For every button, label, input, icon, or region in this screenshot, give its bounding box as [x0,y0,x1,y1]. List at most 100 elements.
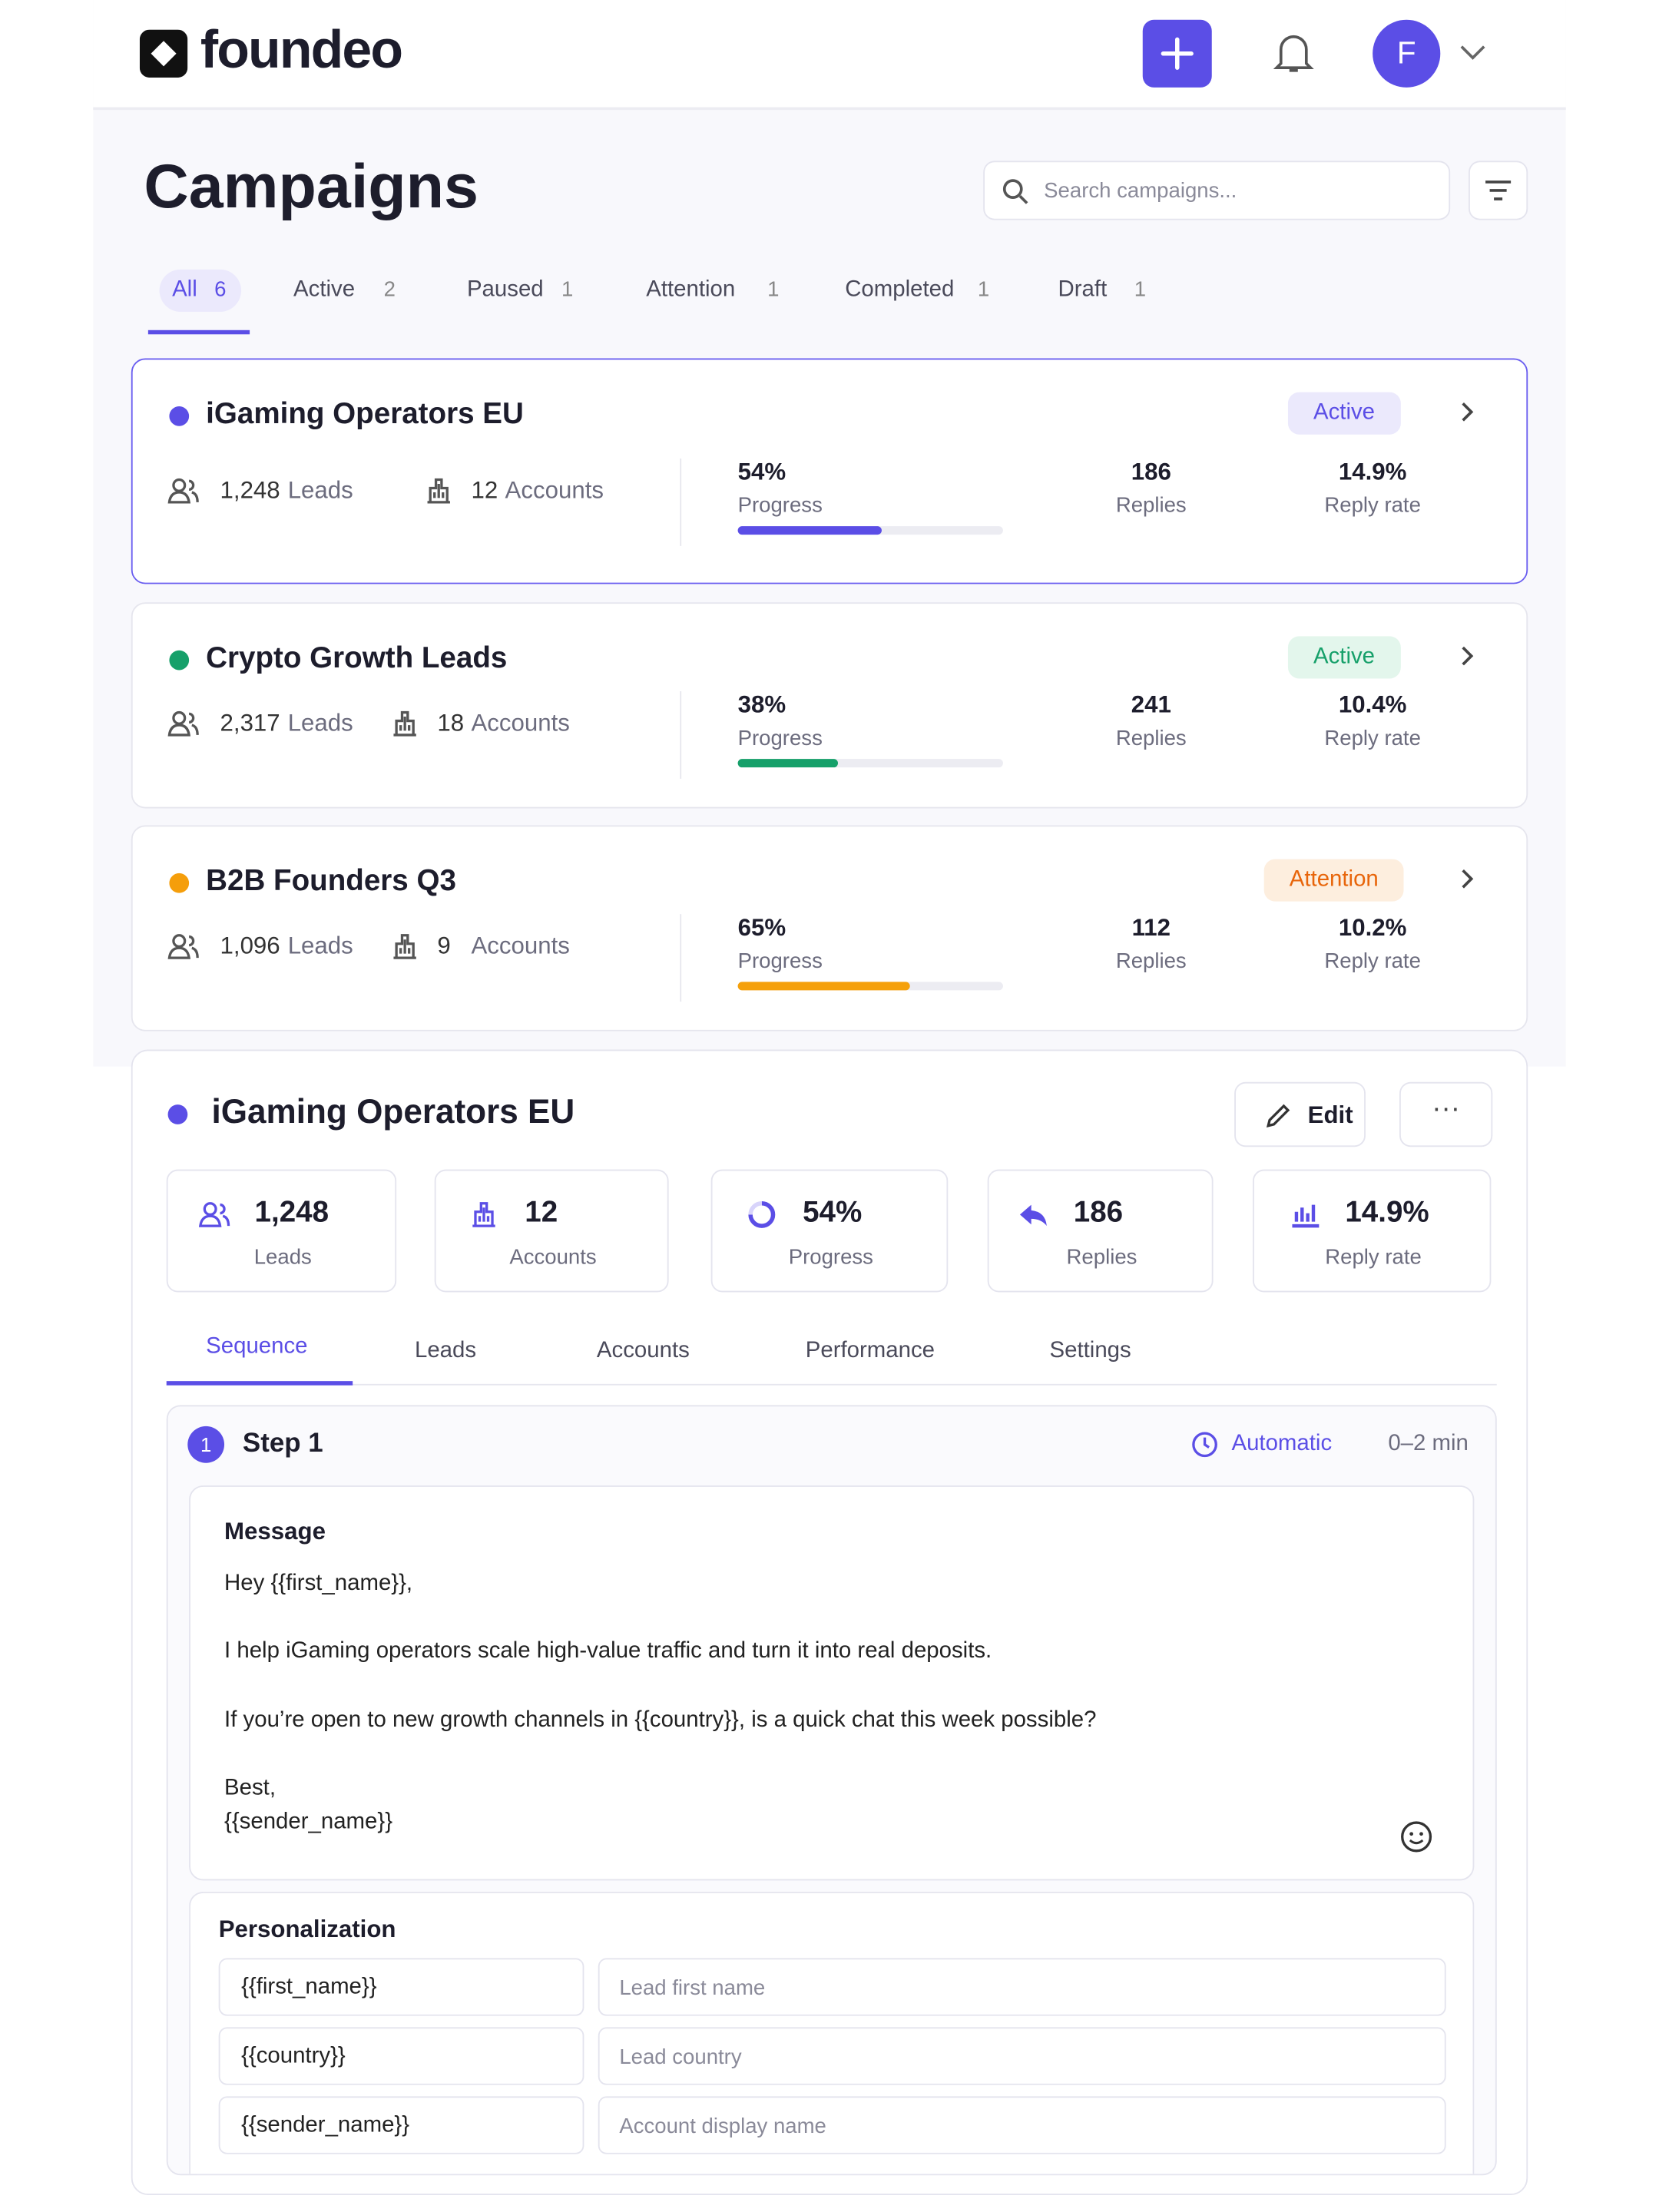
status-dot [169,873,190,893]
tab-label[interactable]: Completed [845,277,955,303]
chevron [1459,644,1479,677]
stat-value: 12 [525,1196,558,1229]
tab-label[interactable]: Paused [466,277,544,303]
status-dot [169,406,190,426]
progress-track [737,526,1003,535]
detail-tab[interactable]: Performance [805,1339,935,1363]
value-field[interactable]: Lead first name [598,1958,1446,2016]
stat-value: 54% [803,1196,863,1229]
bell-icon[interactable] [1273,28,1315,76]
leads-count: 1,096 [220,932,280,959]
progress-label: Progress [737,726,823,751]
divider [680,458,682,546]
edit-button[interactable]: Edit [1234,1081,1366,1147]
campaign-name: iGaming Operators EU [206,397,524,431]
detail-title: iGaming Operators EU [211,1093,575,1132]
divider [680,914,682,1002]
campaign-card[interactable]: iGaming Operators EU Active 1,248 Leads 12 Ac… [131,358,1528,584]
tab-count: 6 [214,277,227,303]
personalization-box: Personalization {{first_name}} Lead first… [189,1892,1475,2174]
leads-icon [167,475,199,514]
detail-tab[interactable]: Leads [414,1339,477,1363]
message-line: Best, [224,1776,276,1800]
filter-button[interactable] [1469,161,1528,220]
stat-card: 186 Replies [987,1169,1214,1293]
message-box: Message Hey {{first_name}}, I help iGamin… [189,1485,1475,1881]
page-title: Campaigns [144,152,478,222]
status-badge: Attention [1263,859,1404,902]
tab-label[interactable]: Active [293,277,356,303]
accounts-icon [423,475,454,514]
leads-label: Leads [287,932,353,959]
value-field[interactable]: Lead country [598,2027,1446,2085]
detail-tab-underline [166,1381,353,1386]
search-box[interactable]: Search campaigns... [983,161,1451,220]
stat-card: 12 Accounts [434,1169,669,1293]
variable-name: {{first_name}} [241,1975,377,1999]
stat-icon [469,1199,501,1237]
chevron [1459,401,1479,433]
replies-value: 112 [1131,914,1171,942]
replies-value: 186 [1131,458,1171,485]
tab-underline [147,329,250,335]
accounts-label: Accounts [471,932,570,959]
reply-rate-value: 14.9% [1338,458,1407,485]
accounts-count: 12 [471,476,498,504]
stat-label: Replies [1066,1245,1137,1270]
progress-value: 38% [737,690,786,718]
filter-icon [1485,180,1512,200]
reply-rate-label: Reply rate [1324,726,1421,751]
stat-icon [1017,1199,1049,1237]
campaign-card[interactable]: B2B Founders Q3 Attention 1,096 Leads 9 Accou… [131,825,1528,1031]
avatar-chevron[interactable] [1459,42,1487,62]
step-panel: 1 Step 1 Automatic 0–2 min Message Hey {… [166,1405,1497,2176]
stat-icon [1289,1199,1321,1237]
message-line: If you’re open to new growth channels in… [224,1708,1097,1733]
detail-tab[interactable]: Accounts [596,1339,690,1363]
logo-text[interactable]: foundeo [200,21,403,81]
status-badge: Active [1287,636,1401,679]
status-badge: Active [1287,392,1401,435]
progress-label: Progress [737,493,823,518]
avatar[interactable]: F [1373,19,1441,88]
personalization-title: Personalization [218,1916,396,1943]
edit-icon [1266,1104,1290,1128]
variable-name: {{country}} [241,2044,346,2068]
progress-bar [737,982,911,991]
leads-icon [167,931,199,969]
value-placeholder: Account display name [619,2114,826,2139]
campaign-name: Crypto Growth Leads [206,641,508,674]
detail-tab[interactable]: Settings [1049,1339,1131,1363]
accounts-count: 18 [437,709,465,737]
status-dot [167,1104,188,1124]
logo-icon [139,29,188,78]
progress-bar [737,526,882,535]
emoji-button[interactable] [1399,1820,1433,1853]
search-placeholder: Search campaigns... [1044,179,1237,204]
tab-label[interactable]: All [172,277,197,303]
stat-value: 186 [1073,1196,1124,1229]
value-field[interactable]: Account display name [598,2096,1446,2154]
message-line: I help iGaming operators scale high-valu… [224,1639,992,1664]
reply-rate-value: 10.2% [1338,914,1407,942]
detail-tab[interactable]: Sequence [206,1334,308,1359]
tab-pill [159,269,242,312]
progress-value: 54% [737,458,786,485]
tab-label[interactable]: Draft [1058,277,1108,303]
tab-label[interactable]: Attention [646,277,736,303]
tab-count: 1 [1134,277,1147,303]
reply-rate-label: Reply rate [1324,493,1421,518]
campaign-card[interactable]: Crypto Growth Leads Active 2,317 Leads 18 Acc… [131,602,1528,809]
leads-label: Leads [287,476,353,504]
progress-bar [737,759,839,768]
header [93,0,1566,111]
tab-count: 1 [977,277,990,303]
replies-value: 241 [1131,690,1171,718]
add-button[interactable] [1142,19,1212,88]
value-placeholder: Lead country [619,2045,742,2070]
message-title: Message [224,1518,326,1545]
tab-count: 1 [767,277,780,303]
more-button[interactable]: ··· [1399,1081,1493,1147]
replies-label: Replies [1115,726,1187,751]
